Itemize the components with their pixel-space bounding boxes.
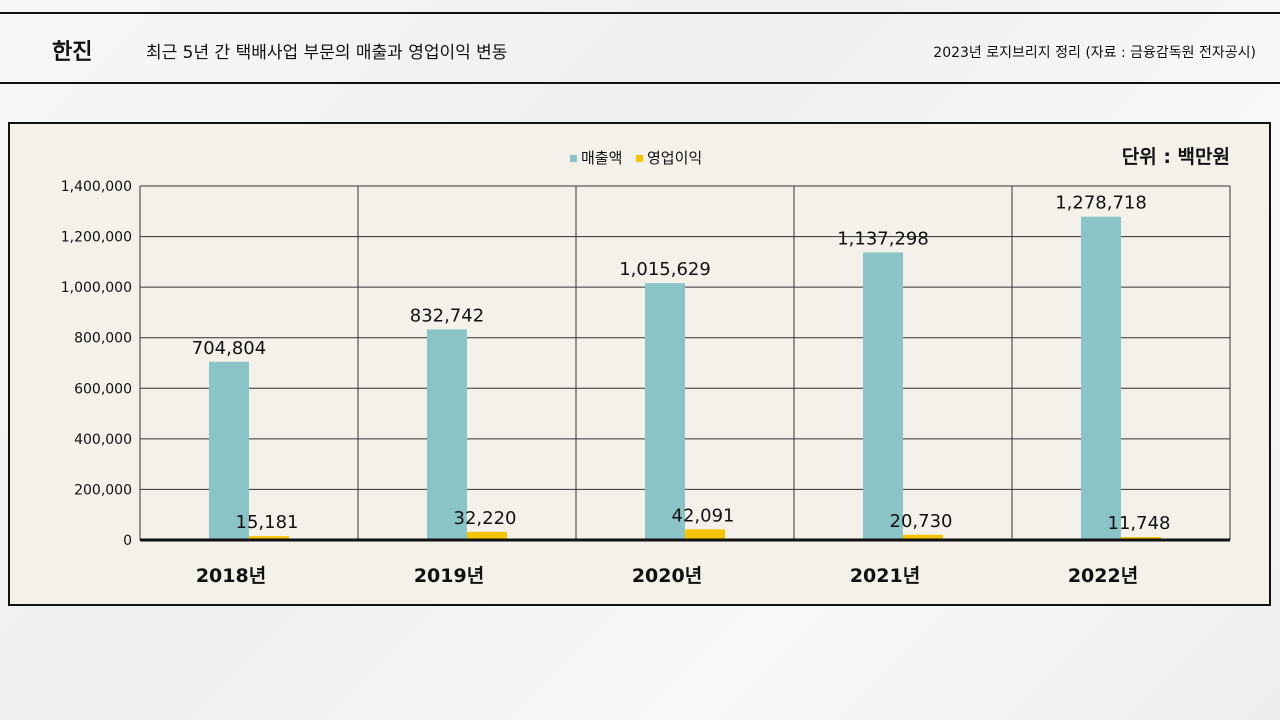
x-tick-label: 2022년	[1068, 565, 1138, 587]
legend-label-revenue: 매출액	[581, 149, 622, 167]
bar-revenue	[645, 283, 685, 540]
y-tick-label: 1,400,000	[61, 179, 132, 195]
data-label-revenue: 1,015,629	[619, 259, 711, 280]
x-tick-label: 2019년	[414, 565, 484, 587]
y-tick-label: 800,000	[74, 331, 132, 347]
data-label-revenue: 704,804	[192, 338, 266, 359]
y-tick-label: 400,000	[74, 432, 132, 448]
legend-swatch-profit	[636, 155, 643, 162]
bar-revenue	[209, 361, 249, 540]
chart-container: 0 200,000 400,000 600,000 800,000 1,000,000 1,…	[8, 122, 1271, 606]
bar-profit	[249, 536, 289, 540]
legend-swatch-revenue	[570, 155, 577, 162]
bar-revenue	[863, 252, 903, 540]
data-label-profit: 15,181	[236, 512, 299, 533]
bar-profit	[685, 529, 725, 540]
y-tick-label: 0	[123, 533, 132, 549]
data-label-profit: 11,748	[1108, 513, 1171, 534]
company-name: 한진	[52, 40, 93, 65]
source-note: 2023년 로지브리지 정리 (자료 : 금융감독원 전자공시)	[933, 45, 1256, 61]
data-label-profit: 32,220	[454, 508, 517, 529]
x-tick-label: 2018년	[196, 565, 266, 587]
y-tick-label: 600,000	[74, 381, 132, 397]
data-label-revenue: 1,137,298	[837, 228, 929, 249]
bar-revenue	[427, 329, 467, 540]
y-tick-label: 1,200,000	[61, 230, 132, 246]
legend-label-profit: 영업이익	[647, 149, 702, 167]
bar-profit	[903, 534, 943, 540]
bar-chart: 0 200,000 400,000 600,000 800,000 1,000,000 1,…	[61, 146, 1231, 587]
x-tick-label: 2020년	[632, 565, 702, 587]
y-tick-label: 200,000	[74, 482, 132, 498]
header-bar: 한진 최근 5년 간 택배사업 부문의 매출과 영업이익 변동 2023년 로지…	[0, 12, 1280, 84]
page-title: 최근 5년 간 택배사업 부문의 매출과 영업이익 변동	[146, 43, 508, 63]
x-tick-label: 2021년	[850, 565, 920, 587]
bar-profit	[467, 531, 507, 540]
data-label-revenue: 1,278,718	[1055, 193, 1147, 214]
data-label-profit: 20,730	[890, 511, 953, 532]
data-label-profit: 42,091	[672, 505, 735, 526]
y-tick-label: 1,000,000	[61, 280, 132, 296]
bar-revenue	[1081, 216, 1121, 540]
data-label-revenue: 832,742	[410, 305, 484, 326]
unit-label: 단위 : 백만원	[1122, 146, 1230, 168]
